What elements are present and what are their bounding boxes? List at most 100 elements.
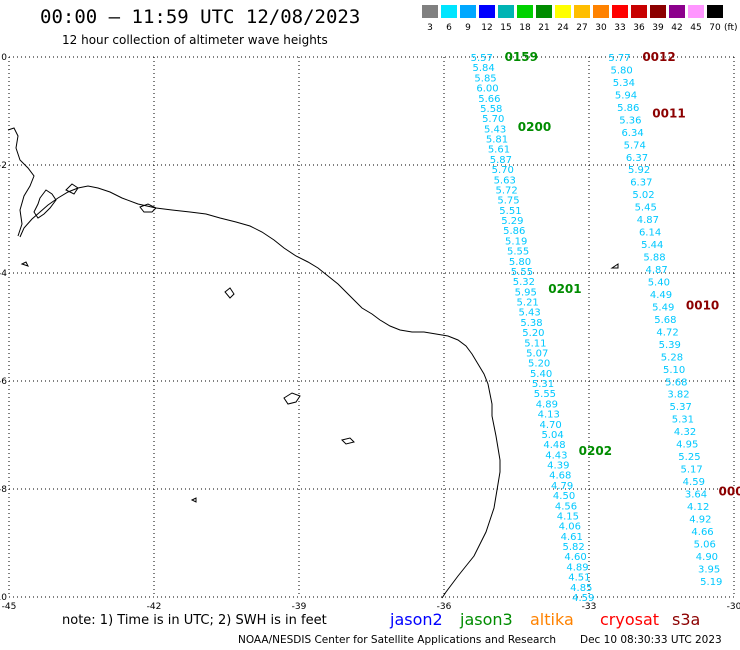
swh-value: 5.49 — [652, 302, 674, 313]
scale-swatch — [650, 5, 666, 18]
swh-value: 4.12 — [687, 502, 709, 513]
coastline-island-7 — [341, 437, 355, 445]
swh-value: 5.39 — [659, 340, 681, 351]
swh-value: 4.72 — [656, 327, 678, 338]
scale-label: 36 — [633, 23, 645, 33]
scale-label: 12 — [481, 23, 493, 33]
swh-value: 5.06 — [694, 539, 716, 550]
swh-value: 5.37 — [670, 402, 692, 413]
swh-value: 5.43 — [484, 124, 506, 135]
scale-swatch — [707, 5, 723, 18]
swh-value: 3.95 — [698, 564, 720, 575]
swh-value: 4.49 — [650, 290, 672, 301]
swh-value: 5.81 — [486, 135, 508, 146]
time-label: 0012 — [642, 50, 675, 64]
swh-value: 5.43 — [518, 308, 540, 319]
track-s3a: 5.775.805.345.945.865.366.345.746.375.92… — [608, 50, 740, 588]
map-subtitle: 12 hour collection of altimeter wave hei… — [62, 33, 328, 47]
altimeter-tracks: 5.575.845.856.005.665.585.705.435.815.61… — [471, 50, 740, 604]
swh-value: 5.28 — [661, 352, 683, 363]
scale-swatch — [498, 5, 514, 18]
swh-value: 5.82 — [563, 542, 585, 553]
scale-swatch — [479, 5, 495, 18]
axis-tick-labels: -45 -42 -39 -36 -33 -30 0 -2 -4 -6 -8 -10 — [0, 53, 740, 612]
swh-value: 4.89 — [536, 399, 558, 410]
swh-value: 4.32 — [674, 427, 696, 438]
coastline-island-3 — [65, 183, 79, 195]
swh-value: 4.06 — [559, 522, 581, 533]
scale-swatch — [441, 5, 457, 18]
scale-label: 70 — [709, 23, 721, 33]
swh-value: 5.07 — [526, 348, 548, 359]
scale-swatch — [536, 5, 552, 18]
swh-value: 5.45 — [635, 203, 657, 214]
swh-value: 5.29 — [501, 216, 523, 227]
swh-value: 5.11 — [524, 338, 546, 349]
swh-value: 5.51 — [499, 206, 521, 217]
y-tick-label: 0 — [1, 53, 7, 63]
scale-swatch — [631, 5, 647, 18]
scale-swatch — [593, 5, 609, 18]
swh-value: 5.21 — [517, 298, 539, 309]
graticule — [8, 56, 735, 598]
scale-label: 3 — [427, 23, 433, 33]
scale-swatch — [612, 5, 628, 18]
scale-unit: (ft) — [724, 23, 738, 33]
legend-jason3: jason3 — [460, 610, 513, 629]
swh-value: 6.14 — [639, 228, 661, 239]
swh-value: 4.66 — [691, 527, 713, 538]
swh-value: 5.85 — [474, 73, 496, 84]
swh-value: 5.32 — [513, 277, 535, 288]
swh-value: 4.48 — [543, 440, 565, 451]
swh-value: 5.31 — [672, 415, 694, 426]
swh-value: 5.40 — [648, 277, 670, 288]
swh-value: 5.66 — [478, 94, 500, 105]
swh-value: 6.37 — [626, 153, 648, 164]
swh-value: 5.86 — [617, 103, 639, 114]
swh-value: 5.95 — [515, 287, 537, 298]
scale-label: 24 — [557, 23, 569, 33]
legend-note: note: 1) Time is in UTC; 2) SWH is in fe… — [62, 613, 327, 628]
scale-label: 30 — [595, 23, 607, 33]
swh-value: 5.86 — [503, 226, 525, 237]
swh-value: 3.64 — [685, 490, 707, 501]
scale-label: 27 — [576, 23, 588, 33]
swh-value: 5.72 — [495, 185, 517, 196]
swh-value: 4.87 — [637, 215, 659, 226]
legend-s3a: s3a — [672, 610, 701, 629]
swh-value: 5.04 — [541, 430, 563, 441]
swh-value: 4.87 — [646, 265, 668, 276]
y-tick-label: -4 — [0, 269, 7, 279]
x-tick-label: -33 — [582, 602, 597, 612]
swh-value: 5.61 — [488, 145, 510, 156]
swh-value: 5.55 — [534, 389, 556, 400]
swh-value: 5.84 — [472, 63, 494, 74]
y-tick-label: -10 — [0, 593, 7, 603]
swh-value: 5.63 — [494, 175, 516, 186]
swh-value: 5.70 — [482, 114, 504, 125]
swh-value: 4.60 — [564, 552, 586, 563]
swh-value: 4.59 — [683, 477, 705, 488]
swh-value: 5.31 — [532, 379, 554, 390]
swh-value: 5.38 — [520, 318, 542, 329]
x-tick-label: -42 — [147, 602, 162, 612]
scale-swatch — [669, 5, 685, 18]
time-label: 0202 — [579, 444, 612, 458]
legend-cryosat: cryosat — [600, 610, 660, 629]
swh-value: 4.43 — [545, 450, 567, 461]
time-label: 0159 — [505, 50, 538, 64]
swh-value: 5.68 — [665, 377, 687, 388]
swh-value: 4.68 — [549, 471, 571, 482]
scale-swatch — [517, 5, 533, 18]
swh-value: 4.39 — [547, 461, 569, 472]
swh-value: 5.58 — [480, 104, 502, 115]
scale-label: 9 — [465, 23, 471, 33]
swh-value: 5.20 — [522, 328, 544, 339]
coastline-island-1 — [7, 127, 35, 237]
scale-swatch — [574, 5, 590, 18]
track-jason3: 5.575.845.856.005.665.585.705.435.815.61… — [471, 50, 613, 604]
scale-label: 21 — [538, 23, 550, 33]
swh-value: 6.00 — [476, 84, 498, 95]
swh-value: 4.56 — [555, 501, 577, 512]
